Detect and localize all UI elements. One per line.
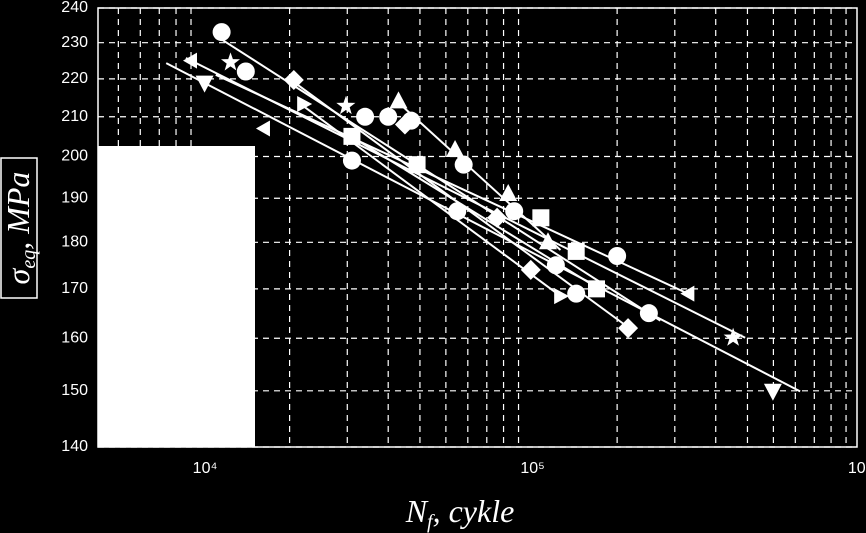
diamond-marker xyxy=(487,207,508,228)
y-tick-label: 180 xyxy=(61,234,88,251)
y-label-rest: , MPa xyxy=(0,172,36,250)
triangle-down-marker xyxy=(763,383,782,401)
diamond-marker xyxy=(283,69,304,90)
circle-marker xyxy=(342,151,361,170)
y-tick-label: 190 xyxy=(61,189,88,206)
x-tick-label: 10⁶ xyxy=(848,460,866,477)
y-tick-label: 160 xyxy=(61,329,88,346)
triangle-up-marker xyxy=(499,183,518,201)
fit-line xyxy=(185,57,746,339)
circle-marker xyxy=(212,23,231,42)
square-marker xyxy=(567,242,585,260)
triangle-left-marker xyxy=(255,120,270,137)
circle-marker xyxy=(379,107,398,126)
diamond-marker xyxy=(618,318,639,339)
star-marker xyxy=(723,327,743,346)
y-tick-label: 230 xyxy=(61,34,88,51)
diamond-marker xyxy=(394,114,415,135)
y-tick-label: 150 xyxy=(61,382,88,399)
x-label-sub: f xyxy=(427,511,435,533)
square-marker xyxy=(532,209,550,227)
circle-marker xyxy=(454,155,473,174)
triangle-right-marker xyxy=(554,288,570,305)
triangle-right-marker xyxy=(297,96,313,113)
circle-marker xyxy=(608,246,627,265)
y-tick-label: 140 xyxy=(61,438,88,455)
circle-marker xyxy=(236,62,255,81)
y-tick-label: 170 xyxy=(61,280,88,297)
x-label-rest: , cykle xyxy=(433,493,515,529)
markers xyxy=(183,23,782,401)
y-tick-label: 200 xyxy=(61,148,88,165)
square-marker xyxy=(408,156,426,174)
circle-marker xyxy=(505,202,524,221)
fit-line xyxy=(297,101,562,297)
circle-marker xyxy=(567,284,586,303)
square-marker xyxy=(343,127,361,145)
legend-box xyxy=(98,146,255,447)
x-label-main: N xyxy=(405,493,429,529)
star-marker xyxy=(221,52,240,71)
triangle-up-marker xyxy=(389,91,408,109)
x-tick-label: 10⁵ xyxy=(520,460,544,477)
circle-marker xyxy=(356,107,375,126)
tick-labels: 140 150 160 170 180 190 200 210 220 230 240 10⁴ 10⁵ 1… xyxy=(61,0,866,477)
star-marker xyxy=(336,96,356,115)
circle-marker xyxy=(448,202,467,221)
y-tick-label: 210 xyxy=(61,108,88,125)
x-tick-label: 10⁴ xyxy=(193,460,218,477)
triangle-left-marker xyxy=(680,285,695,302)
circle-marker xyxy=(546,256,565,275)
y-label-box xyxy=(0,157,38,299)
square-marker xyxy=(587,280,605,298)
diamond-marker xyxy=(520,259,541,280)
circle-marker xyxy=(639,304,658,323)
y-axis-label: σeq, MPa xyxy=(0,172,40,285)
triangle-up-marker xyxy=(446,140,465,158)
triangle-up-marker xyxy=(538,232,557,250)
fit-line xyxy=(165,62,801,393)
triangle-left-marker xyxy=(183,52,198,69)
y-label-main: σ xyxy=(0,267,36,284)
plot-frame xyxy=(97,7,858,448)
y-tick-label: 240 xyxy=(61,0,88,16)
y-tick-label: 220 xyxy=(61,70,88,87)
x-axis-label: Nf, cykle xyxy=(405,493,515,533)
triangle-down-marker xyxy=(195,75,214,93)
y-label-sub: eq xyxy=(18,250,40,269)
